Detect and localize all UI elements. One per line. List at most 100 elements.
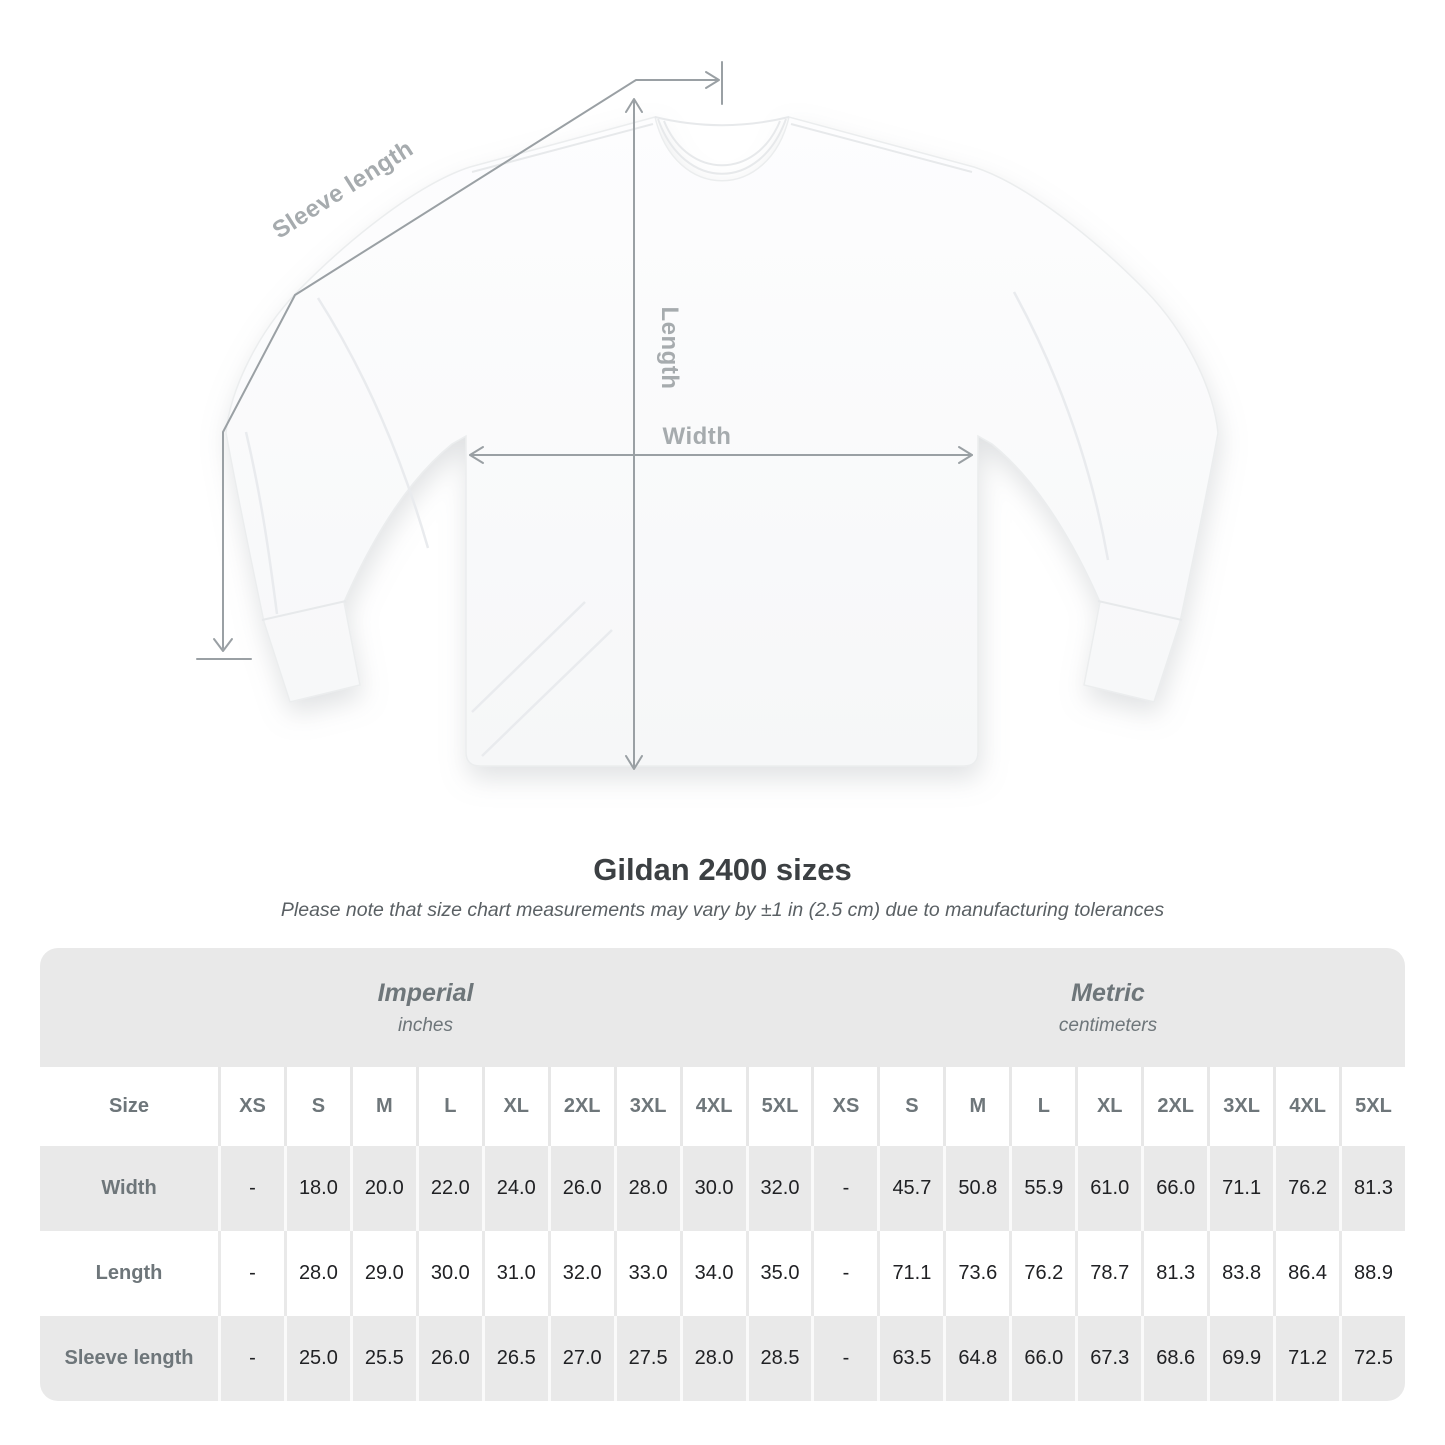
size-col-metric-5xl: 5XL [1339, 1067, 1405, 1146]
size-col-metric-xs: XS [811, 1067, 877, 1146]
size-col-imperial-l: L [415, 1067, 482, 1146]
value-cell: 81.3 [1141, 1231, 1207, 1316]
size-col-imperial-2xl: 2XL [547, 1067, 614, 1146]
length-arrow-down [625, 755, 643, 770]
value-cell: 67.3 [1075, 1316, 1141, 1401]
value-cell: 22.0 [415, 1146, 482, 1231]
value-cell: 45.7 [877, 1146, 943, 1231]
unit-header-band: Imperial inches Metric centimeters [40, 948, 1405, 1067]
value-cell: - [811, 1316, 877, 1401]
value-cell: - [218, 1146, 284, 1231]
value-cell: - [218, 1316, 284, 1401]
value-cell: 32.0 [745, 1146, 812, 1231]
value-cell: 71.1 [1207, 1146, 1273, 1231]
value-cell: 83.8 [1207, 1231, 1273, 1316]
size-header-cell: Size [108, 1095, 150, 1117]
length-label: Length [656, 307, 683, 390]
size-col-imperial-4xl: 4XL [679, 1067, 746, 1146]
row-label: Sleeve length [64, 1347, 194, 1369]
row-label: Width [101, 1177, 157, 1199]
size-col-metric-m: M [943, 1067, 1009, 1146]
sleeve-length-line [222, 79, 718, 649]
metric-header-unit: centimeters [1058, 1014, 1158, 1036]
value-cell: 30.0 [415, 1231, 482, 1316]
value-cell: 30.0 [679, 1146, 746, 1231]
value-cell: 71.1 [877, 1231, 943, 1316]
size-col-imperial-s: S [283, 1067, 350, 1146]
value-cell: 66.0 [1009, 1316, 1075, 1401]
value-cell: 50.8 [943, 1146, 1009, 1231]
value-cell: 81.3 [1339, 1146, 1405, 1231]
value-cell: 64.8 [943, 1316, 1009, 1401]
size-col-metric-4xl: 4XL [1273, 1067, 1339, 1146]
size-table: Imperial inches Metric centimeters Size … [40, 948, 1405, 1401]
size-header-row: Size XS S M L XL 2XL 3XL 4XL 5XL XS S M L XL 2XL 3XL 4XL… [40, 1067, 1405, 1146]
value-cell: 61.0 [1075, 1146, 1141, 1231]
size-col-metric-2xl: 2XL [1141, 1067, 1207, 1146]
imperial-header-title: Imperial [377, 978, 474, 1007]
value-cell: 63.5 [877, 1316, 943, 1401]
value-cell: 18.0 [283, 1146, 350, 1231]
dimension-lines [196, 61, 973, 770]
value-cell: 28.0 [679, 1316, 746, 1401]
value-cell: 32.0 [547, 1231, 614, 1316]
value-cell: 71.2 [1273, 1316, 1339, 1401]
value-cell: 88.9 [1339, 1231, 1405, 1316]
value-cell: 69.9 [1207, 1316, 1273, 1401]
value-cell: 24.0 [481, 1146, 548, 1231]
width-arrow-right [958, 446, 973, 464]
value-cell: 26.5 [481, 1316, 548, 1401]
value-cell: - [218, 1231, 284, 1316]
size-col-metric-s: S [877, 1067, 943, 1146]
size-col-imperial-xl: XL [481, 1067, 548, 1146]
value-cell: - [811, 1146, 877, 1231]
value-cell: 26.0 [547, 1146, 614, 1231]
value-cell: - [811, 1231, 877, 1316]
size-col-imperial-m: M [349, 1067, 416, 1146]
width-label: Width [663, 423, 732, 450]
value-cell: 33.0 [613, 1231, 680, 1316]
table-row-sleeve-length: Sleeve length -25.0 25.5 26.0 26.5 27.0 27.5 28… [40, 1316, 1405, 1401]
value-cell: 29.0 [349, 1231, 416, 1316]
value-cell: 20.0 [349, 1146, 416, 1231]
size-col-imperial-5xl: 5XL [745, 1067, 812, 1146]
value-cell: 25.5 [349, 1316, 416, 1401]
value-cell: 72.5 [1339, 1316, 1405, 1401]
value-cell: 73.6 [943, 1231, 1009, 1316]
long-sleeve-shirt-illustration [225, 116, 1219, 767]
row-label: Length [95, 1262, 163, 1284]
value-cell: 76.2 [1009, 1231, 1075, 1316]
metric-header-title: Metric [1071, 978, 1145, 1007]
value-cell: 28.0 [283, 1231, 350, 1316]
value-cell: 25.0 [283, 1316, 350, 1401]
imperial-header-unit: inches [398, 1014, 453, 1036]
width-arrow-left [469, 446, 484, 464]
value-cell: 27.5 [613, 1316, 680, 1401]
table-row-width: Width -18.0 20.0 22.0 24.0 26.0 28.0 30.0 32.0-4… [40, 1146, 1405, 1231]
metric-header: Metric centimeters [811, 948, 1405, 1067]
value-cell: 26.0 [415, 1316, 482, 1401]
value-cell: 86.4 [1273, 1231, 1339, 1316]
value-cell: 27.0 [547, 1316, 614, 1401]
sleeve-length-arrow-right [705, 71, 720, 89]
value-cell: 68.6 [1141, 1316, 1207, 1401]
imperial-header: Imperial inches [40, 948, 811, 1067]
table-body: Width -18.0 20.0 22.0 24.0 26.0 28.0 30.0 32.0-4… [40, 1146, 1405, 1401]
value-cell: 55.9 [1009, 1146, 1075, 1231]
size-col-metric-l: L [1009, 1067, 1075, 1146]
size-col-metric-xl: XL [1075, 1067, 1141, 1146]
size-col-metric-3xl: 3XL [1207, 1067, 1273, 1146]
table-row-length: Length -28.0 29.0 30.0 31.0 32.0 33.0 34.0 35.0-… [40, 1231, 1405, 1316]
size-col-imperial-3xl: 3XL [613, 1067, 680, 1146]
tolerance-note: Please note that size chart measurements… [280, 899, 1165, 921]
value-cell: 31.0 [481, 1231, 548, 1316]
value-cell: 28.0 [613, 1146, 680, 1231]
value-cell: 34.0 [679, 1231, 746, 1316]
value-cell: 78.7 [1075, 1231, 1141, 1316]
value-cell: 76.2 [1273, 1146, 1339, 1231]
sleeve-length-arrow-down [213, 638, 233, 652]
size-col-imperial-xs: XS [218, 1067, 284, 1146]
value-cell: 28.5 [745, 1316, 812, 1401]
length-arrow-up [625, 98, 643, 113]
value-cell: 35.0 [745, 1231, 812, 1316]
